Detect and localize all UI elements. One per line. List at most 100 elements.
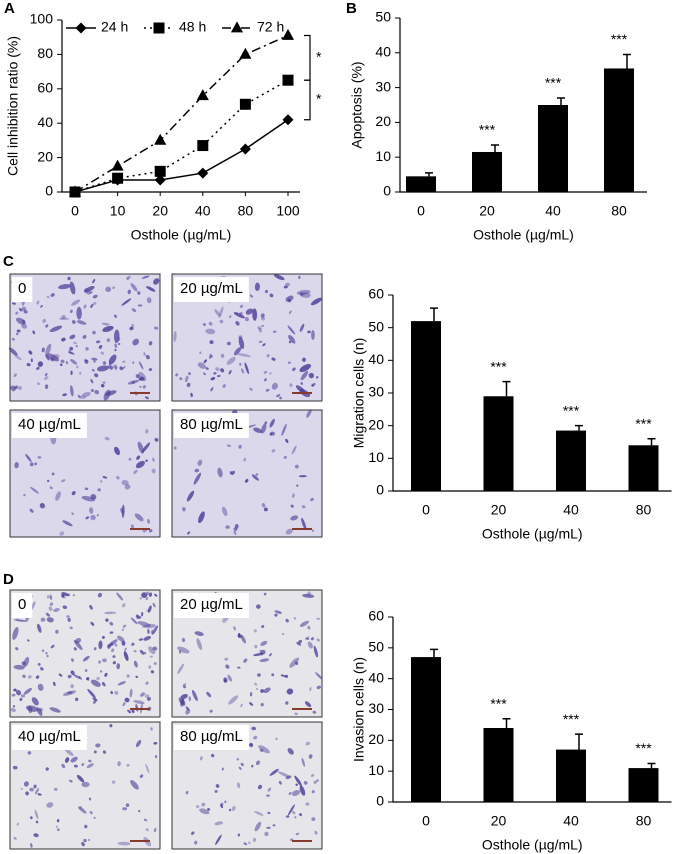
marker — [154, 165, 166, 177]
cell-blob — [34, 788, 40, 795]
bar — [483, 396, 514, 491]
marker — [239, 143, 251, 155]
cell-blob — [18, 386, 22, 390]
cell-blob — [101, 635, 105, 639]
cell-blob — [91, 369, 95, 372]
cell-blob — [305, 637, 310, 640]
cell-blob — [145, 828, 149, 832]
cell-blob — [281, 423, 287, 436]
cell-blob — [180, 698, 185, 705]
cell-blob — [312, 710, 317, 714]
cell-blob — [272, 330, 277, 333]
cell-blob — [67, 674, 72, 679]
cell-blob — [255, 760, 261, 766]
cell-blob — [139, 774, 144, 778]
image-label: 0 — [18, 596, 26, 613]
cell-blob — [263, 592, 267, 596]
cell-blob — [216, 374, 221, 378]
cell-blob — [121, 480, 129, 486]
image-label: 0 — [18, 280, 26, 297]
cell-blob — [46, 617, 54, 623]
x-tick-label: 40 — [563, 813, 579, 829]
cell-blob — [61, 763, 66, 769]
cell-blob — [83, 286, 95, 293]
cell-blob — [23, 493, 26, 497]
cell-blob — [283, 285, 288, 289]
cell-blob — [130, 283, 138, 292]
cell-blob — [70, 385, 74, 397]
bar — [628, 768, 659, 802]
cell-blob — [131, 381, 135, 384]
cell-blob — [301, 757, 306, 767]
cell-blob — [50, 354, 60, 361]
cell-blob — [153, 278, 160, 285]
cell-blob — [292, 493, 295, 498]
cell-blob — [180, 693, 188, 700]
cell-blob — [276, 394, 281, 398]
cell-blob — [215, 834, 222, 846]
cell-blob — [130, 617, 138, 625]
image-label-bg — [12, 277, 33, 302]
cell-blob — [55, 491, 61, 501]
cell-blob — [71, 491, 76, 496]
cell-blob — [76, 306, 82, 320]
y-tick-label: 10 — [375, 148, 391, 164]
cell-blob — [218, 306, 224, 318]
cell-blob — [237, 666, 241, 669]
cell-blob — [285, 775, 292, 780]
cell-blob — [29, 462, 34, 467]
image-label: 20 µg/mL — [180, 596, 243, 613]
cell-blob — [112, 364, 117, 369]
cell-blob — [117, 841, 131, 846]
cell-blob — [142, 385, 146, 389]
cell-blob — [135, 739, 142, 748]
cell-blob — [81, 763, 85, 767]
cell-blob — [49, 602, 54, 606]
cell-blob — [64, 757, 70, 763]
cell-blob — [296, 289, 311, 296]
cell-blob — [13, 688, 17, 692]
cell-blob — [27, 751, 32, 755]
cell-blob — [95, 340, 101, 344]
cell-blob — [11, 337, 15, 341]
cell-blob — [237, 353, 251, 358]
cell-blob — [266, 794, 270, 797]
cell-blob — [37, 623, 42, 633]
panel-label: D — [3, 571, 14, 588]
cell-blob — [203, 323, 206, 326]
cell-blob — [275, 737, 278, 741]
cell-blob — [102, 381, 106, 384]
cell-blob — [261, 503, 266, 508]
cell-blob — [13, 836, 17, 840]
cell-blob — [302, 357, 306, 362]
cell-blob — [70, 359, 78, 365]
cell-blob — [90, 679, 101, 687]
cell-blob — [25, 791, 29, 796]
cell-blob — [298, 639, 303, 644]
cell-blob — [135, 374, 140, 379]
cell-blob — [16, 689, 22, 696]
cell-blob — [269, 768, 279, 776]
cell-blob — [310, 774, 315, 777]
y-tick-label: 60 — [368, 286, 384, 302]
cell-blob — [58, 317, 70, 320]
cell-blob — [311, 329, 315, 341]
cell-blob — [206, 691, 212, 698]
cell-blob — [290, 504, 294, 508]
significance-label: *** — [563, 402, 580, 418]
cell-blob — [272, 824, 276, 827]
cell-blob — [81, 391, 91, 397]
cell-blob — [109, 631, 114, 634]
cell-blob — [25, 453, 32, 463]
cell-blob — [53, 608, 60, 613]
cell-blob — [125, 803, 130, 808]
cell-blob — [300, 370, 309, 381]
cell-blob — [40, 502, 44, 506]
cell-blob — [37, 683, 44, 691]
cell-blob — [226, 356, 236, 365]
cell-blob — [153, 827, 157, 833]
cell-blob — [264, 378, 267, 382]
cell-blob — [100, 383, 105, 388]
cell-blob — [45, 612, 51, 617]
cell-blob — [303, 781, 308, 785]
